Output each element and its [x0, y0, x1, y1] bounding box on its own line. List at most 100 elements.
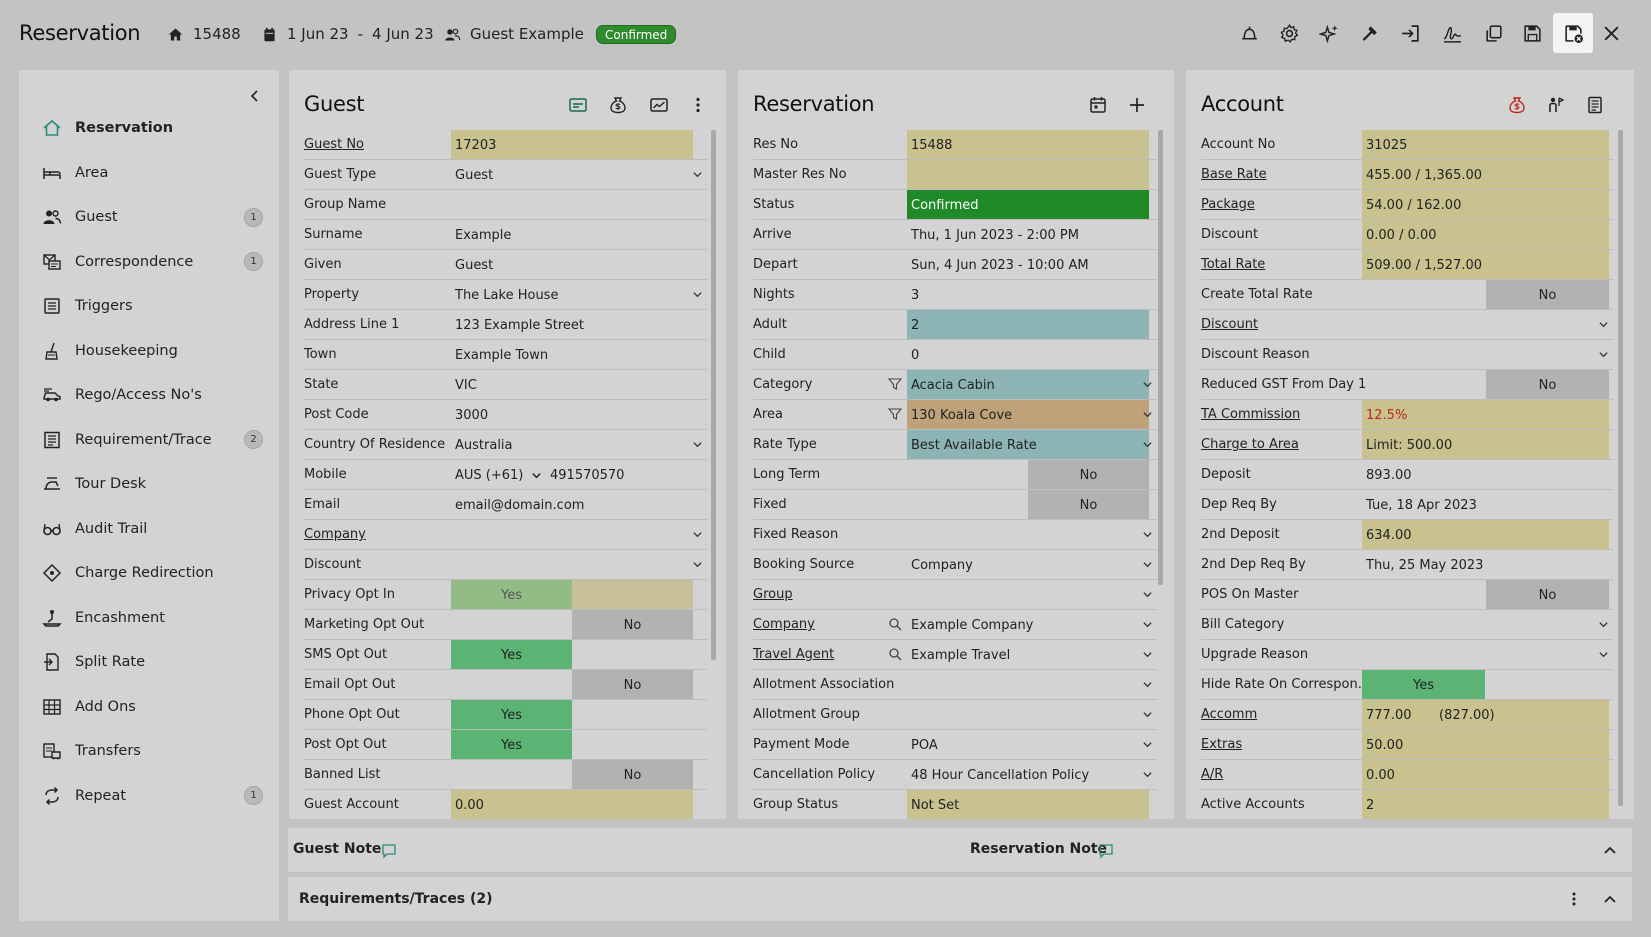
chevron-down-icon[interactable] [1142, 769, 1153, 780]
chevron-down-icon[interactable] [1142, 679, 1153, 690]
field-value[interactable] [451, 520, 693, 549]
field-label[interactable]: Extras [1201, 737, 1243, 752]
toggle-no[interactable]: No [572, 610, 693, 639]
chevron-down-icon[interactable] [1142, 529, 1153, 540]
toggle-no-slot[interactable] [572, 640, 693, 669]
sidebar-item-triggers[interactable]: Triggers [19, 288, 279, 324]
field-label[interactable]: Company [753, 617, 815, 632]
field-value[interactable]: Example Company [911, 618, 1034, 633]
filter-icon[interactable] [888, 407, 902, 421]
toggle-yes[interactable]: Yes [1362, 670, 1485, 699]
sidebar-item-add-ons[interactable]: Add Ons [19, 689, 279, 725]
save-close-button[interactable] [1553, 13, 1593, 53]
chevron-down-icon[interactable] [1142, 409, 1153, 420]
reservation-scrollbar[interactable] [1158, 130, 1163, 585]
chevron-down-icon[interactable] [531, 470, 542, 481]
more-vertical-icon[interactable] [1566, 891, 1582, 907]
field-value[interactable]: Australia [455, 438, 513, 453]
chevron-down-icon[interactable] [1142, 619, 1153, 630]
chevron-up-icon[interactable] [1602, 891, 1618, 907]
save-button[interactable] [1512, 13, 1552, 53]
sidebar-item-repeat[interactable]: Repeat 1 [19, 778, 279, 814]
account-scrollbar[interactable] [1618, 130, 1623, 806]
requirements-label[interactable]: Requirements/Traces (2) [299, 891, 493, 907]
field-value[interactable]: 130 Koala Cove [907, 400, 1149, 429]
field-value[interactable] [1362, 640, 1609, 669]
sidebar-item-area[interactable]: Area [19, 155, 279, 191]
sidebar-item-encashment[interactable]: Encashment [19, 600, 279, 636]
field-value[interactable] [907, 580, 1149, 609]
toggle-no-slot[interactable] [572, 700, 693, 729]
reservation-note-label[interactable]: Reservation Note [970, 841, 1108, 857]
toggle-no[interactable]: No [1028, 460, 1149, 489]
sidebar-item-correspondence[interactable]: Correspondence 1 [19, 244, 279, 280]
filter-icon[interactable] [888, 377, 902, 391]
field-value[interactable]: Company [911, 558, 973, 573]
field-value[interactable] [907, 700, 1149, 729]
field-value[interactable]: Acacia Cabin [907, 370, 1149, 399]
search-icon[interactable] [888, 617, 902, 631]
sparkle-button[interactable] [1309, 13, 1349, 53]
toggle-no[interactable]: No [1486, 370, 1609, 399]
field-label[interactable]: Discount [1201, 317, 1259, 332]
toggle-yes[interactable]: Yes [451, 730, 572, 759]
sidebar-item-reservation[interactable]: Reservation [19, 110, 279, 146]
close-button[interactable] [1591, 13, 1631, 53]
field-value[interactable]: The Lake House [455, 288, 559, 303]
chevron-down-icon[interactable] [692, 289, 703, 300]
chevron-down-icon[interactable] [1142, 379, 1153, 390]
chevron-down-icon[interactable] [1142, 739, 1153, 750]
chevron-down-icon[interactable] [1142, 439, 1153, 450]
comment-icon[interactable] [1098, 843, 1114, 859]
field-value[interactable] [1362, 610, 1609, 639]
sidebar-item-audit-trail[interactable]: Audit Trail [19, 511, 279, 547]
toggle-yes[interactable]: Yes [451, 700, 572, 729]
field-label[interactable]: A/R [1201, 767, 1224, 782]
bell-button[interactable] [1229, 13, 1269, 53]
field-value[interactable] [907, 670, 1149, 699]
field-label[interactable]: Group [753, 587, 793, 602]
field-label[interactable]: Charge to Area [1201, 437, 1299, 452]
guest-more-button[interactable] [685, 92, 711, 118]
account-person-button[interactable] [1543, 92, 1569, 118]
account-money-button[interactable] [1504, 92, 1530, 118]
copy-button[interactable] [1473, 13, 1513, 53]
field-value[interactable] [1362, 310, 1609, 339]
guest-card-button[interactable] [565, 92, 591, 118]
signature-button[interactable] [1432, 13, 1472, 53]
requirements-bar[interactable]: Requirements/Traces (2) [288, 877, 1632, 921]
toggle-no[interactable]: No [572, 670, 693, 699]
sidebar-item-transfers[interactable]: Transfers [19, 733, 279, 769]
field-value[interactable]: Guest [455, 168, 494, 183]
toggle-no[interactable]: No [572, 760, 693, 789]
field-value[interactable]: Example Travel [911, 648, 1011, 663]
chevron-down-icon[interactable] [1598, 319, 1609, 330]
chevron-down-icon[interactable] [1142, 709, 1153, 720]
field-value[interactable]: POA [911, 738, 938, 753]
field-label[interactable]: Company [304, 527, 366, 542]
guest-note-label[interactable]: Guest Note [293, 841, 382, 857]
field-value[interactable] [907, 520, 1149, 549]
sidebar-item-split-rate[interactable]: Split Rate [19, 644, 279, 680]
account-invoice-button[interactable] [1582, 92, 1608, 118]
field-label[interactable]: Base Rate [1201, 167, 1267, 182]
guest-scrollbar[interactable] [711, 130, 716, 660]
settings-button[interactable] [1269, 13, 1309, 53]
field-value[interactable]: Best Available Rate [907, 430, 1149, 459]
toggle-no[interactable]: No [1486, 280, 1609, 309]
search-icon[interactable] [888, 647, 902, 661]
chevron-down-icon[interactable] [692, 439, 703, 450]
toggle-no[interactable]: No [1486, 580, 1609, 609]
guest-money-button[interactable] [605, 92, 631, 118]
field-value[interactable]: 48 Hour Cancellation Policy [911, 768, 1090, 783]
toggle-no-slot[interactable] [572, 580, 693, 609]
comment-icon[interactable] [381, 843, 397, 859]
sidebar-item-charge-redirection[interactable]: Charge Redirection [19, 555, 279, 591]
chevron-down-icon[interactable] [1142, 589, 1153, 600]
toggle-yes[interactable]: Yes [451, 580, 572, 609]
chevron-down-icon[interactable] [1142, 559, 1153, 570]
field-value[interactable] [1362, 340, 1609, 369]
field-label[interactable]: Guest No [304, 137, 364, 152]
sidebar-item-tour-desk[interactable]: Tour Desk [19, 466, 279, 502]
field-label[interactable]: Accomm [1201, 707, 1258, 722]
